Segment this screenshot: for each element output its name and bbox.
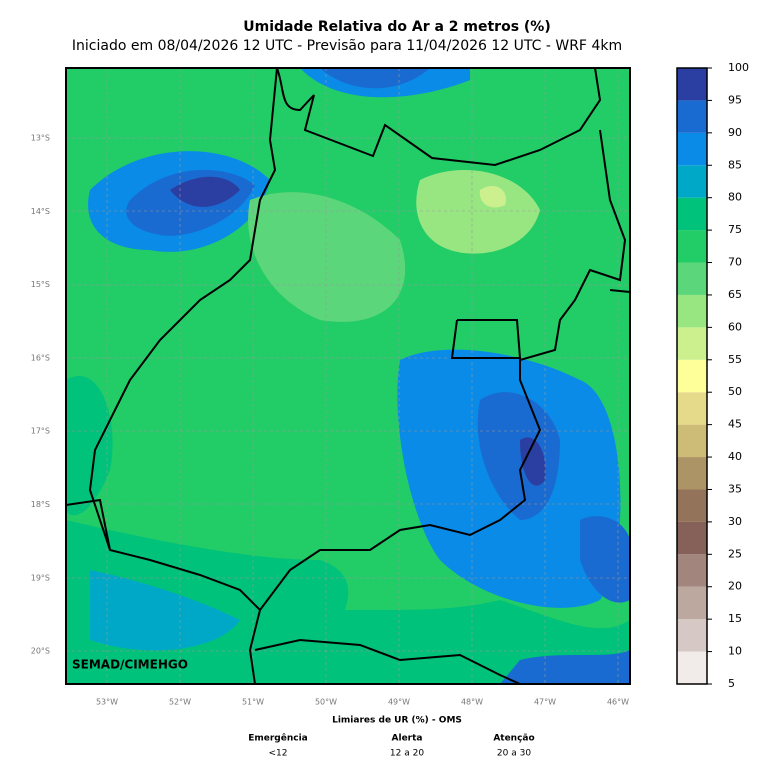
colorbar-tick-label: 45 xyxy=(728,418,742,431)
lat-label: 16°S xyxy=(31,353,50,362)
colorbar-tick-label: 100 xyxy=(728,61,749,74)
colorbar-tick-label: 65 xyxy=(728,288,742,301)
colorbar-segment xyxy=(677,294,707,328)
colorbar-tick-label: 80 xyxy=(728,191,742,204)
threshold-range: <12 xyxy=(269,749,288,759)
colorbar-tick-label: 35 xyxy=(728,482,742,495)
colorbar-segment xyxy=(677,197,707,231)
colorbar-segment xyxy=(677,359,707,393)
colorbar-tick-label: 90 xyxy=(728,126,742,139)
colorbar-segment xyxy=(677,262,707,295)
lat-label: 14°S xyxy=(31,207,50,216)
lon-label: 49°W xyxy=(388,698,410,707)
lon-label: 46°W xyxy=(607,698,629,707)
lat-label: 19°S xyxy=(31,573,50,582)
lat-label: 17°S xyxy=(31,427,50,436)
colorbar-tick-label: 50 xyxy=(728,385,742,398)
lat-label: 20°S xyxy=(31,647,50,656)
lat-label: 18°S xyxy=(31,500,50,509)
lon-label: 47°W xyxy=(534,698,556,707)
colorbar-segment xyxy=(677,586,707,620)
colorbar-segment xyxy=(677,230,707,263)
colorbar-segment xyxy=(677,68,707,101)
threshold-name: Atenção xyxy=(493,734,534,744)
colorbar-segment xyxy=(677,619,707,652)
credit: SEMAD/CIMEHGO xyxy=(72,658,188,672)
lon-label: 52°W xyxy=(169,698,191,707)
colorbar-tick-label: 15 xyxy=(728,612,742,625)
colorbar-tick-label: 55 xyxy=(728,353,742,366)
colorbar-segment xyxy=(677,651,707,684)
colorbar-segment xyxy=(677,457,707,490)
threshold-range: 20 a 30 xyxy=(497,749,531,759)
colorbar-segment xyxy=(677,132,707,166)
colorbar-tick-label: 85 xyxy=(728,158,742,171)
map-frame xyxy=(65,67,631,685)
map-field xyxy=(66,68,630,684)
lat-label: 15°S xyxy=(31,280,50,289)
colorbar-frame xyxy=(676,67,708,685)
colorbar-tick-label: 10 xyxy=(728,645,742,658)
colorbar-tick-label: 20 xyxy=(728,580,742,593)
title: Umidade Relativa do Ar a 2 metros (%) xyxy=(243,19,550,35)
colorbar-tick-label: 40 xyxy=(728,450,742,463)
thresholds-title: Limiares de UR (%) - OMS xyxy=(332,716,462,726)
subtitle: Iniciado em 08/04/2026 12 UTC - Previsão… xyxy=(72,38,622,54)
colorbar-tick-label: 95 xyxy=(728,93,742,106)
colorbar-segment xyxy=(677,327,707,360)
threshold-name: Emergência xyxy=(248,733,308,744)
lon-label: 53°W xyxy=(96,698,118,707)
colorbar-tick-label: 60 xyxy=(728,320,742,333)
colorbar-segment xyxy=(677,392,707,425)
lon-label: 50°W xyxy=(315,698,337,707)
threshold-range: 12 a 20 xyxy=(390,749,424,759)
lat-label: 13°S xyxy=(31,134,50,143)
colorbar-segment xyxy=(677,521,707,555)
colorbar-segment xyxy=(677,489,707,522)
lon-label: 51°W xyxy=(242,698,264,707)
colorbar-tick-label: 30 xyxy=(728,515,742,528)
colorbar-segment xyxy=(677,554,707,587)
colorbar-tick-label: 25 xyxy=(728,547,742,560)
lon-label: 48°W xyxy=(461,698,483,707)
colorbar-tick-label: 75 xyxy=(728,223,742,236)
colorbar-tick-label: 5 xyxy=(728,677,735,690)
colorbar-segment xyxy=(677,424,707,458)
colorbar-tick-label: 70 xyxy=(728,256,742,269)
colorbar-segment xyxy=(677,100,707,133)
colorbar-segment xyxy=(677,165,707,198)
threshold-name: Alerta xyxy=(392,734,423,744)
